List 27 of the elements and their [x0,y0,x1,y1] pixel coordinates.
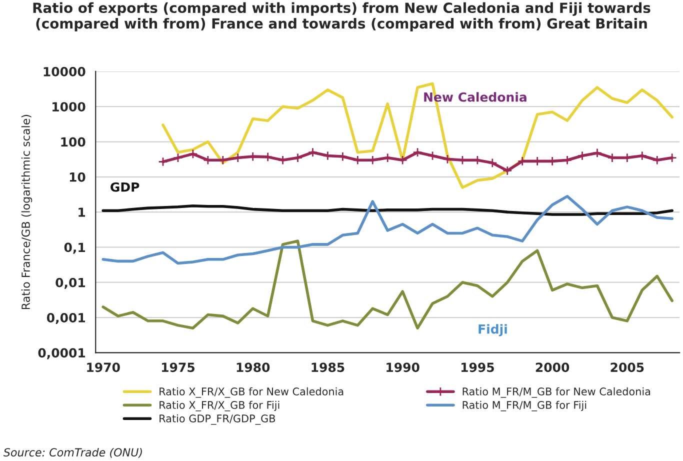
x-tick-label: 2005 [610,362,644,372]
legend-label: Ratio M_FR/M_GB for New Caledonia [462,387,650,398]
x-tick-label: 1975 [162,362,194,372]
y-tick-label: 10000 [44,66,86,76]
y-tick-label: 1000 [52,102,86,112]
y-tick-label: 0,1 [64,242,86,254]
x-tick-label: 1985 [312,362,344,372]
x-tick-label: 2000 [536,362,570,372]
x-tick-label: 1995 [461,362,494,372]
y-tick-label: 0,0001 [38,348,86,360]
chart-title: Ratio of exports (compared with imports) from New Caledonia and Fiji towards (compared with from) France and towards (compared with from) Great Britain [33,2,650,32]
x-tick-label: 1990 [386,362,420,372]
legend-label: Ratio GDP_FR/GDP_GB [160,414,276,425]
y-axis-title: Ratio France/GB (logarithmic scale) [21,114,32,310]
y-tick-label: 0,01 [56,278,86,289]
y-tick-label: 100 [61,137,86,147]
legend-label: Ratio X_FR/X_GB for New Caledonia [160,387,344,398]
x-tick-label: 1970 [87,362,120,372]
y-tick-label: 0,001 [46,312,86,324]
x-tick-label: 1980 [236,362,270,372]
legend-label: Ratio X_FR/X_GB for Fiji [160,400,280,412]
y-tick-label: 1 [78,208,86,217]
annotation: GDP [110,182,140,192]
legend-label: Ratio M_FR/M_GB for Fiji [462,400,586,412]
source-note: Source: ComTrade (ONU) [3,448,142,458]
annotation: Fidji [478,324,507,336]
y-tick-label: 10 [70,172,86,182]
